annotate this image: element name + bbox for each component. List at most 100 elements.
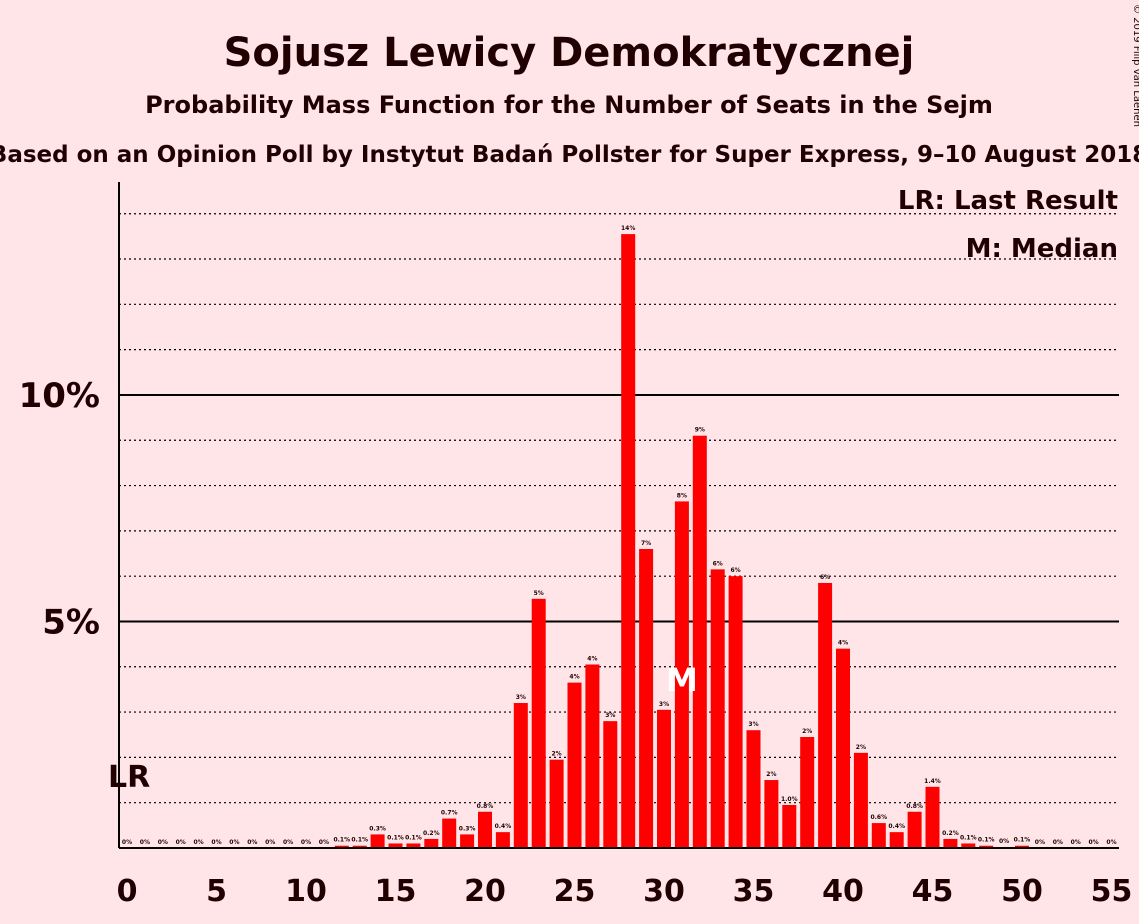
bar-seat-26 — [585, 664, 600, 848]
bar-seat-35 — [746, 730, 761, 848]
bar-seat-32 — [692, 435, 707, 848]
bar-label-seat-45: 1.4% — [924, 778, 941, 785]
bar-label-seat-44: 0.8% — [906, 803, 923, 810]
bar-label-seat-43: 0.4% — [888, 823, 905, 830]
chart-subtitle: Probability Mass Function for the Number… — [145, 91, 993, 119]
bar-label-seat-4: 0% — [194, 839, 204, 846]
bar-seat-19 — [460, 834, 475, 848]
bars — [334, 234, 1029, 848]
bar-seat-31 — [674, 501, 689, 848]
bar-label-seat-11: 0% — [319, 839, 329, 846]
x-tick-label: 15 — [375, 874, 417, 909]
bar-seat-34 — [728, 576, 743, 848]
y-tick-label: 5% — [42, 602, 100, 642]
bar-seat-33 — [710, 569, 725, 848]
bar-seat-43 — [889, 832, 904, 848]
x-tick-label: 50 — [1001, 874, 1043, 909]
bar-label-seat-54: 0% — [1089, 839, 1099, 846]
legend-last-result: LR: Last Result — [898, 186, 1118, 216]
bar-label-seat-25: 4% — [569, 674, 579, 681]
bar-seat-13 — [352, 845, 367, 848]
bar-label-seat-7: 0% — [247, 839, 257, 846]
bar-label-seat-46: 0.2% — [942, 830, 959, 837]
x-tick-label: 10 — [285, 874, 327, 909]
bar-label-seat-1: 0% — [140, 839, 150, 846]
bar-label-seat-12: 0.1% — [333, 837, 350, 844]
bar-label-seat-30: 3% — [659, 701, 669, 708]
bar-seat-41 — [853, 752, 868, 848]
bar-seat-28 — [621, 234, 636, 848]
bar-label-seat-52: 0% — [1053, 839, 1063, 846]
bar-label-seat-34: 6% — [731, 567, 741, 574]
bar-seat-38 — [800, 737, 815, 848]
bar-label-seat-13: 0.1% — [351, 837, 368, 844]
bar-seat-18 — [442, 818, 457, 848]
bar-label-seat-0: 0% — [122, 839, 132, 846]
bar-label-seat-53: 0% — [1071, 839, 1081, 846]
bar-seat-46 — [943, 838, 958, 848]
x-tick-label: 30 — [643, 874, 685, 909]
bar-seat-30 — [657, 709, 671, 848]
bar-seat-47 — [961, 843, 976, 848]
bar-seat-14 — [370, 834, 385, 848]
bar-seat-42 — [871, 823, 886, 848]
bar-seat-45 — [925, 786, 940, 848]
bar-label-seat-39: 6% — [820, 574, 830, 581]
bar-label-seat-18: 0.7% — [441, 810, 458, 817]
bar-seat-50 — [1015, 845, 1029, 848]
bar-label-seat-40: 4% — [838, 640, 848, 647]
bar-label-seat-5: 0% — [211, 839, 221, 846]
bar-seat-17 — [424, 838, 439, 848]
bar-seat-23 — [531, 598, 546, 848]
bar-seat-39 — [818, 582, 833, 848]
bar-seat-37 — [782, 804, 797, 848]
bar-seat-12 — [334, 845, 349, 848]
legend-median: M: Median — [966, 234, 1118, 264]
bar-label-seat-36: 2% — [766, 771, 776, 778]
x-tick-label: 20 — [464, 874, 506, 909]
x-tick-labels: 0 5 10 15 20 25 30 35 40 45 50 55 — [117, 874, 1133, 909]
x-tick-label: 25 — [554, 874, 596, 909]
bar-seat-29 — [639, 548, 654, 848]
bar-seat-44 — [907, 811, 922, 848]
bar-label-seat-35: 3% — [748, 721, 758, 728]
bar-label-seat-50: 0.1% — [1014, 837, 1031, 844]
bar-label-seat-9: 0% — [283, 839, 293, 846]
x-tick-label: 5 — [206, 874, 227, 909]
bar-label-seat-24: 2% — [552, 751, 562, 758]
bar-labels: 0% 0% 0% 0% 0% 0% 0% 0% 0% 0% 0% 0% 0.1% 0.1%0.3%0.1%… — [122, 225, 1117, 846]
median-marker: M — [666, 661, 698, 699]
bar-label-seat-33: 6% — [713, 560, 723, 567]
y-tick-label: 10% — [19, 376, 100, 416]
bar-label-seat-8: 0% — [265, 839, 275, 846]
bar-label-seat-27: 3% — [605, 712, 615, 719]
chart-source-line: Based on an Opinion Poll by Instytut Bad… — [0, 142, 1139, 168]
bar-label-seat-6: 0% — [229, 839, 239, 846]
bar-seat-48 — [979, 845, 994, 848]
bar-label-seat-19: 0.3% — [459, 825, 476, 832]
x-tick-label: 35 — [733, 874, 775, 909]
bar-seat-24 — [549, 759, 564, 848]
last-result-marker: LR — [108, 760, 150, 795]
bar-label-seat-22: 3% — [516, 694, 526, 701]
chart-title: Sojusz Lewicy Demokratycznej — [224, 30, 915, 76]
bar-label-seat-51: 0% — [1035, 839, 1045, 846]
bar-label-seat-10: 0% — [301, 839, 311, 846]
bar-label-seat-49: 0% — [999, 838, 1009, 845]
bar-seat-15 — [388, 843, 403, 848]
x-tick-label: 0 — [117, 874, 138, 909]
bar-label-seat-29: 7% — [641, 540, 651, 547]
bar-seat-36 — [764, 780, 779, 848]
bar-label-seat-37: 1.0% — [781, 796, 798, 803]
bar-label-seat-55: 0% — [1106, 839, 1116, 846]
bar-seat-16 — [406, 843, 421, 848]
bar-label-seat-41: 2% — [856, 744, 866, 751]
bar-seat-27 — [603, 721, 618, 848]
bar-label-seat-23: 5% — [534, 590, 544, 597]
bar-label-seat-17: 0.2% — [423, 830, 440, 837]
bar-label-seat-21: 0.4% — [495, 823, 512, 830]
bar-label-seat-28: 14% — [621, 225, 635, 232]
bar-seat-20 — [478, 811, 492, 848]
x-tick-label: 55 — [1091, 874, 1133, 909]
